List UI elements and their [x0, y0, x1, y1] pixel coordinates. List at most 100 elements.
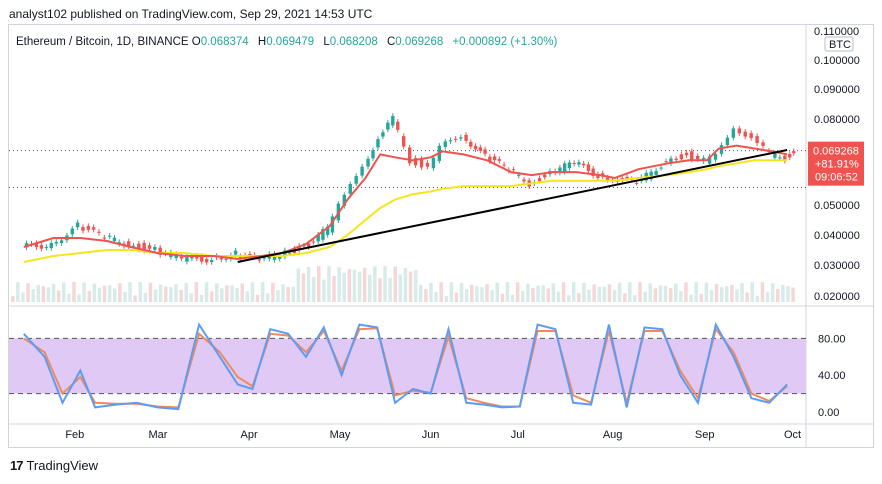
volume-bar	[704, 282, 709, 302]
candle-body	[34, 242, 39, 248]
volume-bar	[77, 294, 81, 302]
candle-body	[262, 257, 266, 259]
volume-bar	[342, 272, 346, 302]
price-tick-label: 0.090000	[814, 84, 860, 96]
candle-body	[402, 136, 406, 147]
candle-body	[543, 174, 547, 178]
volume-bar	[368, 274, 372, 302]
candles	[24, 113, 796, 266]
candle-body	[792, 151, 796, 154]
candle-body	[558, 167, 562, 173]
last-price-box	[808, 141, 864, 186]
candle-body	[342, 194, 347, 206]
volume-bar	[317, 266, 321, 302]
volume-bar	[709, 290, 714, 302]
volume-bar	[327, 266, 331, 302]
candle-body	[478, 147, 483, 151]
candle-body	[537, 178, 542, 182]
candle-body	[321, 229, 325, 240]
candle-body	[371, 150, 375, 159]
volume-bar	[725, 286, 729, 302]
volume-bar	[668, 287, 673, 302]
open-label: O	[191, 36, 201, 48]
volume-bar	[393, 266, 397, 302]
volume-bar	[592, 284, 596, 302]
volume-bar	[572, 282, 576, 302]
volume-bar	[623, 293, 627, 302]
candle-body	[725, 137, 730, 146]
candle-body	[664, 161, 668, 163]
volume-bar	[617, 282, 622, 302]
change-value: +0.000892 (+1.30%)	[452, 36, 558, 48]
candle-body	[707, 156, 712, 164]
volume-bar	[97, 287, 102, 302]
candle-body	[448, 140, 453, 142]
low-label: L	[323, 36, 330, 48]
volume-bar	[475, 286, 479, 302]
footer-brand[interactable]: TradingView	[26, 458, 99, 473]
candle-body	[153, 246, 157, 250]
candle-body	[625, 176, 629, 179]
volume-bar	[480, 287, 484, 302]
volume-bar	[674, 283, 678, 302]
candle-body	[572, 163, 576, 165]
volume-bar	[194, 282, 199, 302]
fast-moving-average-line	[23, 144, 788, 261]
volume-bar	[362, 267, 367, 302]
close-label: C	[386, 36, 396, 48]
candle-body	[562, 163, 567, 173]
volume-bar	[663, 285, 668, 302]
candle-body	[755, 136, 759, 144]
volume-bar	[250, 282, 255, 302]
volume-bar	[301, 273, 306, 302]
volume-bar	[470, 284, 474, 302]
volume-bar	[138, 282, 142, 302]
candle-body	[731, 128, 736, 138]
volume-bar	[87, 290, 91, 302]
candle-body	[44, 246, 49, 248]
candle-body	[86, 226, 91, 230]
candle-body	[49, 242, 53, 249]
volume-bar	[82, 282, 86, 302]
candle-body	[381, 132, 385, 137]
candle-body	[567, 162, 572, 169]
volume-bar	[235, 288, 239, 302]
candle-body	[302, 245, 306, 247]
candle-body	[719, 145, 724, 154]
currency-label: BTC	[829, 39, 851, 51]
time-tick-label: Apr	[241, 429, 258, 441]
candle-body	[257, 259, 262, 261]
volume-bar	[118, 283, 122, 302]
volume-bar	[169, 286, 173, 302]
volume-bar	[164, 286, 168, 302]
volume-bar	[398, 274, 403, 302]
volume-bar	[755, 295, 760, 302]
candle-body	[684, 152, 689, 156]
volume-bar	[383, 266, 387, 302]
candle-body	[737, 128, 741, 134]
volume-bar	[791, 287, 795, 302]
candle-body	[158, 247, 162, 255]
volume-bar	[781, 284, 785, 302]
symbol-title[interactable]: Ethereum / Bitcoin, 1D, BINANCE	[16, 36, 189, 48]
volume-bar	[612, 289, 617, 302]
candle-body	[391, 115, 395, 126]
tradingview-logo-icon[interactable]: 17	[10, 458, 24, 473]
candle-body	[761, 142, 765, 146]
volume-bar	[153, 289, 158, 302]
open-value: 0.068374	[200, 36, 249, 48]
volume-bar	[444, 295, 448, 302]
candle-body	[147, 245, 152, 249]
candle-body	[396, 121, 400, 130]
candle-body	[596, 174, 600, 178]
time-tick-label: Feb	[65, 429, 84, 441]
candle-body	[605, 177, 610, 181]
volume-bar	[449, 282, 454, 302]
candle-body	[366, 158, 370, 167]
volume-bar	[133, 295, 137, 302]
volume-bar	[230, 285, 234, 302]
time-tick-label: Jun	[422, 429, 440, 441]
candle-body	[209, 259, 214, 263]
candle-body	[502, 164, 506, 166]
